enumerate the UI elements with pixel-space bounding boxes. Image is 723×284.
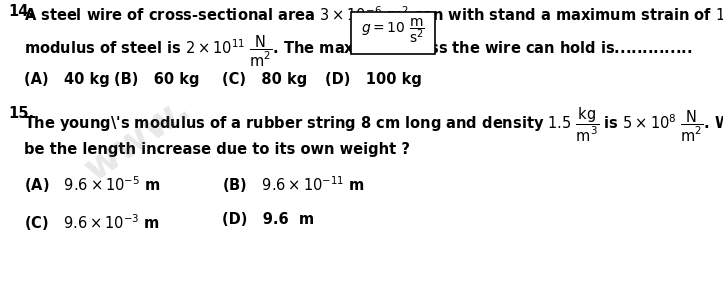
Text: (A)   $9.6 \times 10^{-5}$ m: (A) $9.6 \times 10^{-5}$ m [24, 174, 161, 195]
Text: 15.: 15. [8, 106, 34, 121]
FancyBboxPatch shape [351, 12, 435, 54]
Text: 14.: 14. [8, 4, 34, 19]
Text: (C)   $9.6 \times 10^{-3}$ m: (C) $9.6 \times 10^{-3}$ m [24, 212, 160, 233]
Text: $g = 10\ \dfrac{\mathrm{m}}{\mathrm{s}^2}$: $g = 10\ \dfrac{\mathrm{m}}{\mathrm{s}^2… [361, 16, 425, 45]
Text: (B)   $9.6 \times 10^{-11}$ m: (B) $9.6 \times 10^{-11}$ m [222, 174, 364, 195]
Text: (A)   40 kg: (A) 40 kg [24, 72, 109, 87]
Text: (D)   9.6  m: (D) 9.6 m [222, 212, 314, 227]
Text: be the length increase due to its own weight ?: be the length increase due to its own we… [24, 142, 410, 157]
Text: (D)   100 kg: (D) 100 kg [325, 72, 422, 87]
Text: (B)   60 kg: (B) 60 kg [114, 72, 199, 87]
Text: modulus of steel is $2 \times 10^{11}\ \dfrac{\mathrm{N}}{\mathrm{m}^2}$. The ma: modulus of steel is $2 \times 10^{11}\ \… [24, 34, 692, 69]
Text: www.: www. [77, 89, 197, 189]
Text: The young\'s modulus of a rubber string 8 cm long and density $1.5\ \dfrac{\math: The young\'s modulus of a rubber string … [24, 106, 723, 144]
Text: (C)   80 kg: (C) 80 kg [222, 72, 307, 87]
Text: A steel wire of cross-sectional area $3 \times 10^{-6}$ m$^2$ can with stand a m: A steel wire of cross-sectional area $3 … [24, 4, 723, 26]
